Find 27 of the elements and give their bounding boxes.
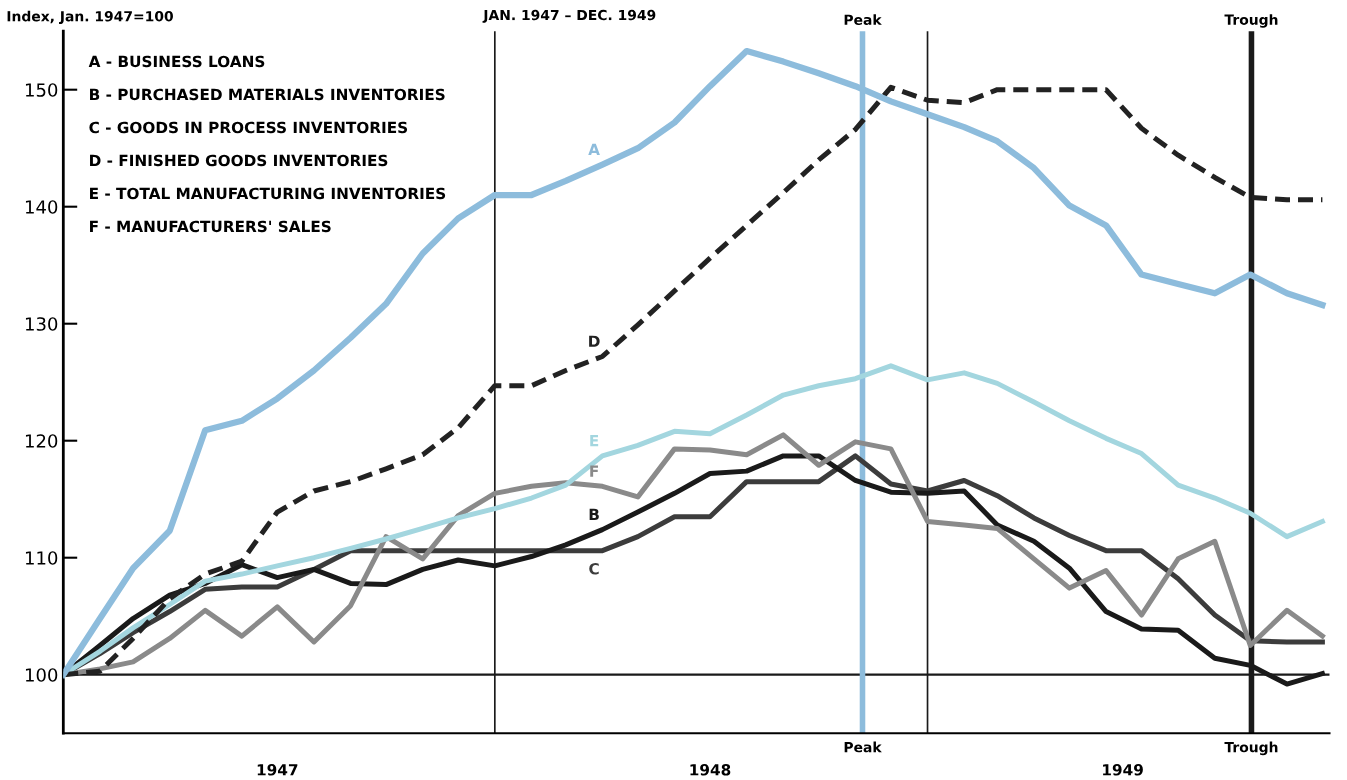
series-label: E	[590, 435, 599, 447]
y-tick-label: 100	[25, 668, 58, 682]
x-tick-label: 1947	[257, 764, 298, 776]
ref-line-label: Peak	[844, 14, 882, 25]
x-tick-label: 1949	[1103, 764, 1143, 776]
ref-line-label: Trough	[1224, 14, 1278, 28]
y-tick-label: 140	[25, 200, 58, 214]
series-label: C	[589, 563, 599, 575]
series-label: D	[589, 335, 600, 347]
y-axis-title: Index, Jan. 1947=100	[7, 10, 173, 25]
annotation: A - BUSINESS LOANS	[88, 55, 265, 68]
text: Peak	[844, 741, 882, 753]
y-tick-label: 120	[25, 434, 58, 448]
annotation: F - MANUFACTURERS' SALES	[90, 220, 331, 233]
series-label: A	[588, 143, 600, 155]
chart-title: JAN. 1947 – DEC. 1949	[482, 9, 656, 23]
annotation: B - PURCHASED MATERIALS INVENTORIES	[90, 88, 445, 101]
x-tick-label: 1948	[690, 764, 731, 776]
series-label: B	[589, 508, 599, 520]
annotation: C - GOODS IN PROCESS INVENTORIES	[89, 121, 408, 134]
series-label: F	[590, 465, 599, 477]
y-tick-label: 130	[25, 317, 58, 331]
annotation: E - TOTAL MANUFACTURING INVENTORIES	[90, 187, 446, 200]
y-tick-label: 110	[25, 551, 58, 565]
y-tick-label: 150	[25, 83, 58, 97]
text: Trough	[1224, 741, 1278, 756]
annotation: D - FINISHED GOODS INVENTORIES	[90, 154, 388, 167]
